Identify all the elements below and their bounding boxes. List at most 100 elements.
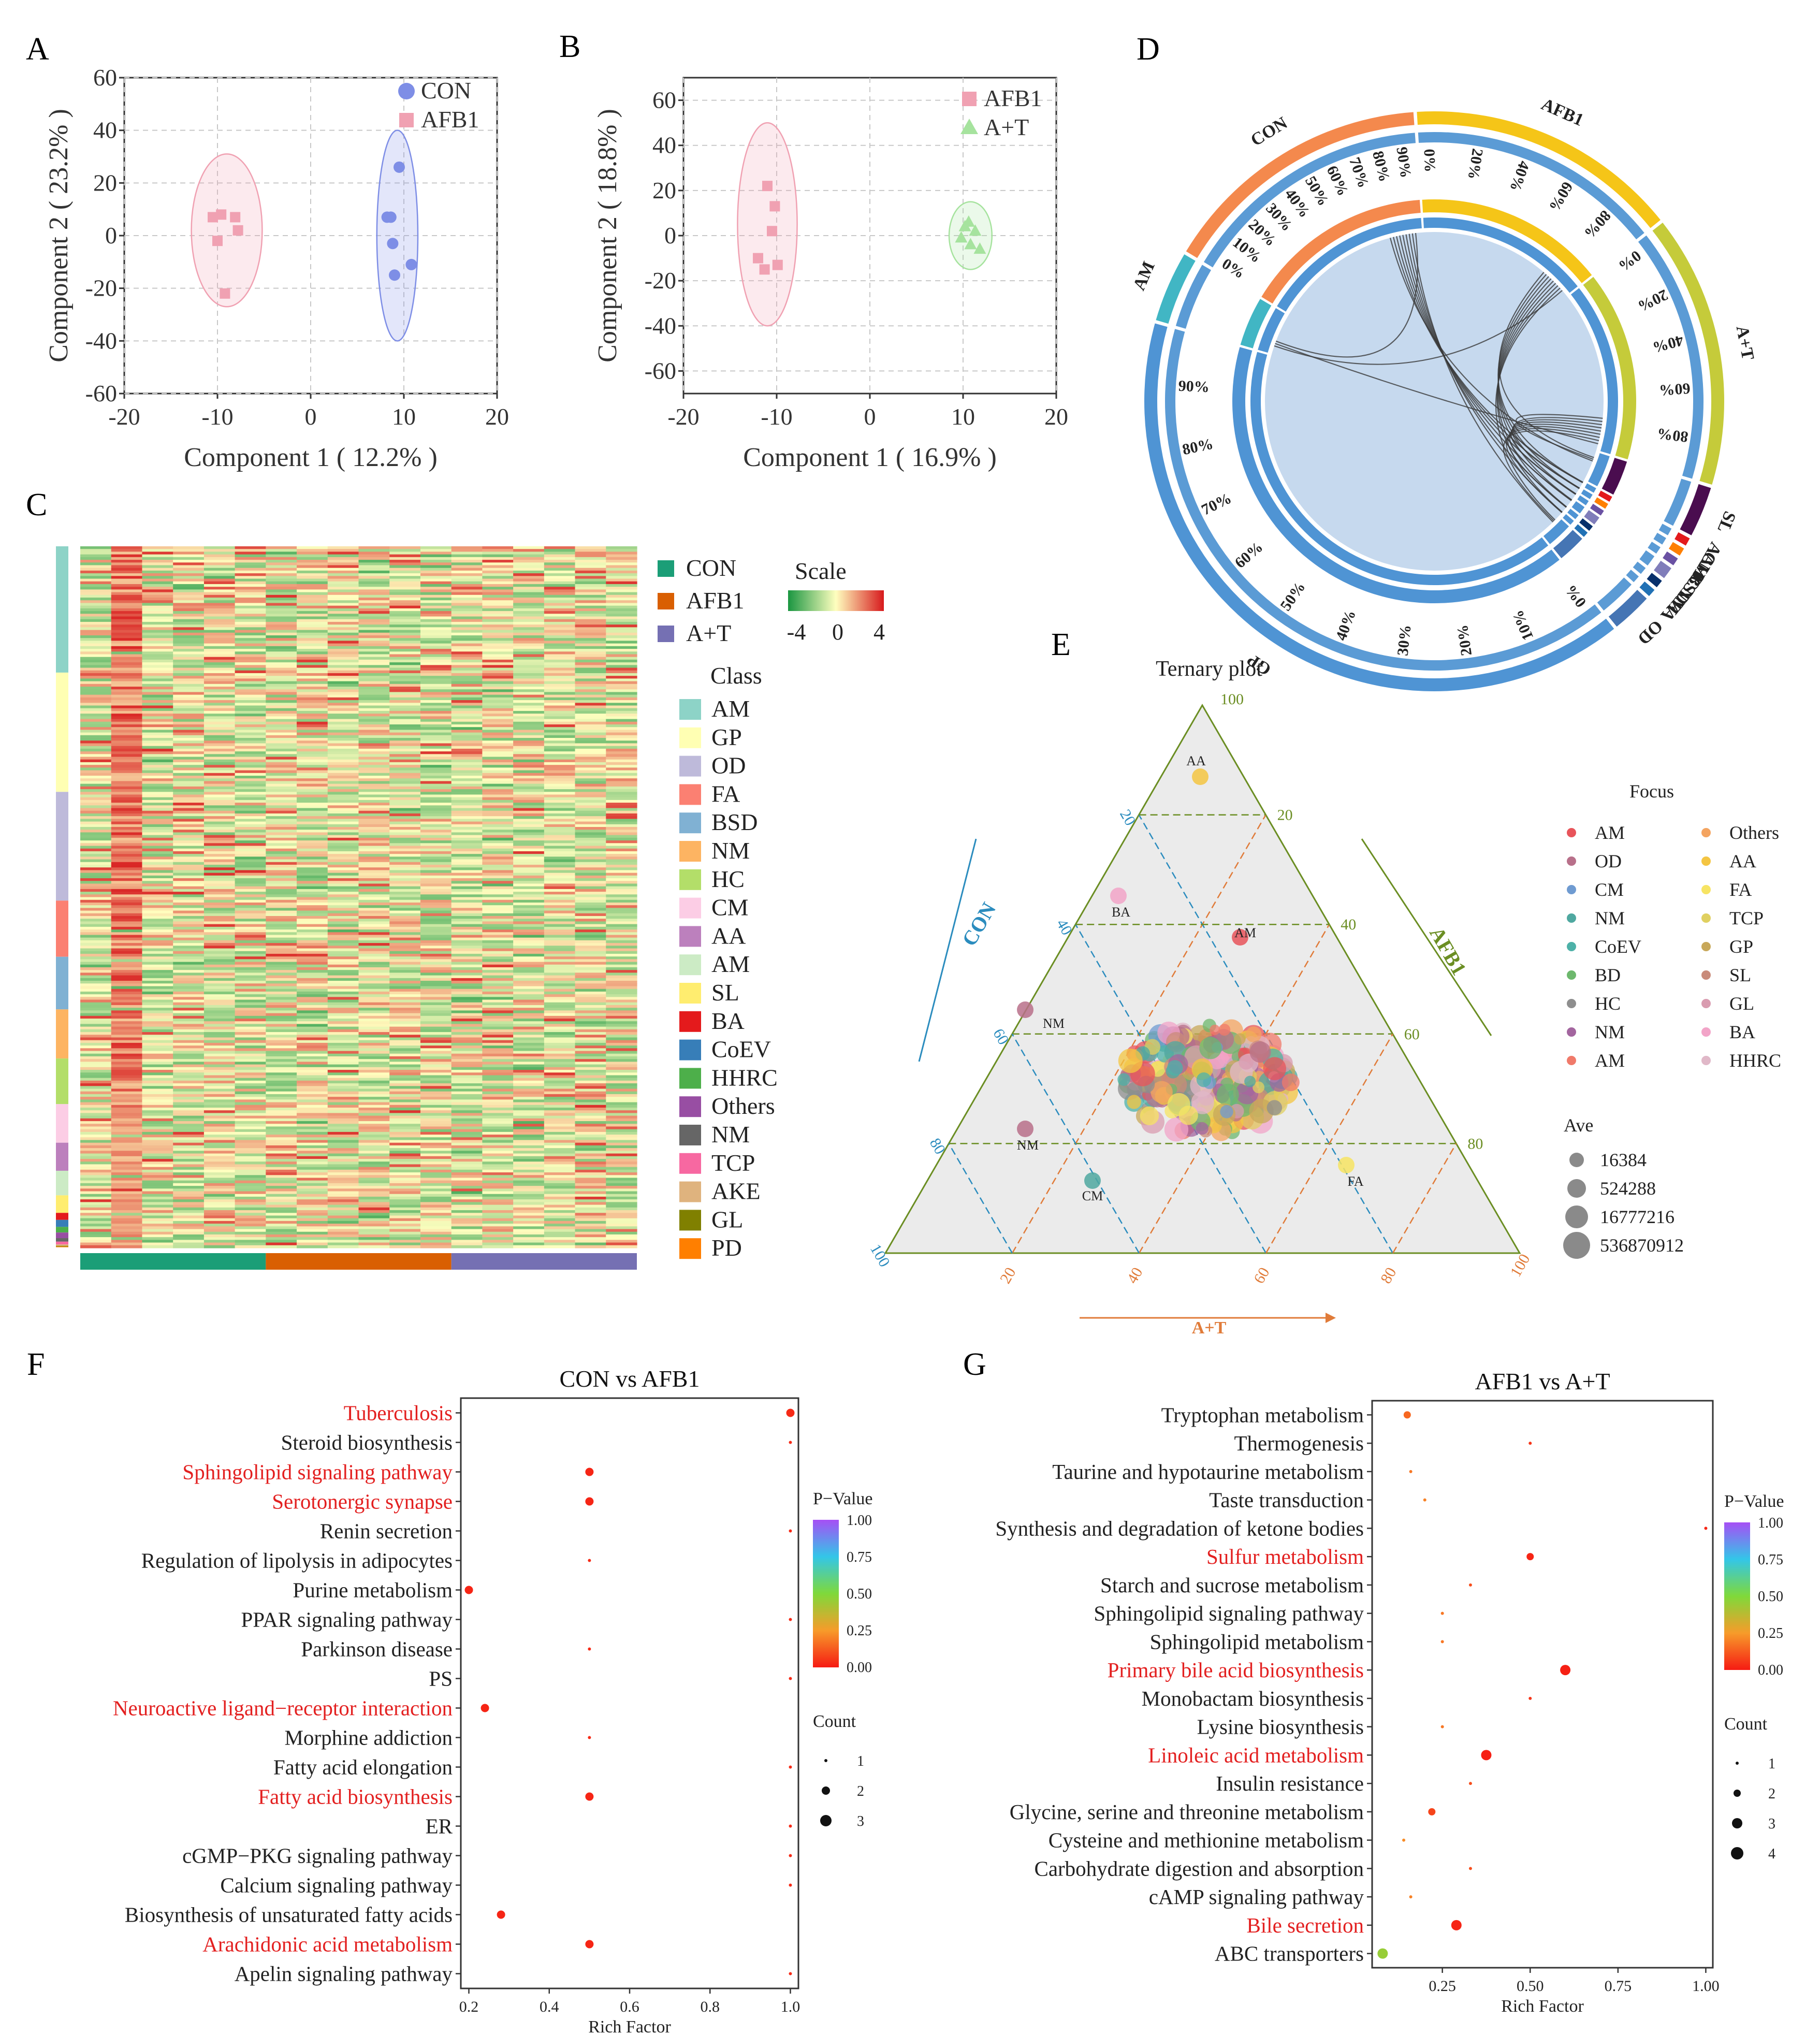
heatmap-cell bbox=[606, 1234, 637, 1238]
heatmap-cell bbox=[482, 721, 514, 725]
heatmap-cell bbox=[111, 921, 143, 925]
heatmap-cell bbox=[203, 568, 236, 571]
heatmap-cell bbox=[203, 708, 236, 711]
heatmap-cell bbox=[389, 1137, 421, 1141]
heatmap-cell bbox=[513, 873, 545, 876]
heatmap-cell bbox=[544, 1094, 576, 1097]
heatmap-cell bbox=[389, 598, 421, 601]
data-point bbox=[387, 238, 399, 250]
heatmap-cell bbox=[80, 649, 112, 652]
heatmap-cell bbox=[235, 1151, 266, 1154]
heatmap-cell bbox=[266, 994, 297, 997]
heatmap-cell bbox=[327, 703, 359, 706]
heatmap-cell bbox=[203, 700, 236, 703]
heatmap-cell bbox=[544, 673, 576, 676]
heatmap-cell bbox=[235, 1135, 266, 1138]
heatmap-cell bbox=[544, 665, 576, 669]
heatmap-cell bbox=[235, 611, 266, 614]
heatmap-cell bbox=[389, 1194, 421, 1197]
heatmap-cell bbox=[173, 767, 205, 771]
heatmap-cell bbox=[80, 638, 112, 642]
heatmap-cell bbox=[142, 1091, 173, 1095]
heatmap-cell bbox=[544, 972, 576, 976]
heatmap-cell bbox=[513, 797, 545, 801]
heatmap-cell bbox=[389, 1013, 421, 1016]
heatmap-cell bbox=[420, 1105, 452, 1108]
heatmap-cell bbox=[173, 940, 205, 943]
heatmap-cell bbox=[266, 1056, 297, 1059]
heatmap-cell bbox=[482, 748, 514, 752]
heatmap-cell bbox=[297, 1183, 328, 1186]
heatmap-cell bbox=[420, 875, 452, 879]
heatmap-cell bbox=[513, 1115, 545, 1119]
heatmap-cell bbox=[482, 946, 514, 949]
heatmap-row bbox=[80, 732, 637, 736]
heatmap-cell bbox=[297, 1231, 328, 1235]
heatmap-cell bbox=[327, 824, 359, 827]
heatmap-cell bbox=[420, 1005, 452, 1008]
heatmap-cell bbox=[482, 792, 514, 795]
heatmap-cell bbox=[420, 759, 452, 763]
heatmap-cell bbox=[482, 1045, 514, 1049]
heatmap-cell bbox=[80, 848, 112, 852]
data-point bbox=[394, 161, 405, 173]
heatmap-cell bbox=[142, 1078, 173, 1081]
heatmap-cell bbox=[297, 1026, 328, 1030]
heatmap-cell bbox=[389, 894, 421, 898]
heatmap-cell bbox=[451, 1164, 483, 1168]
heatmap-cell bbox=[111, 864, 143, 868]
heatmap-cell bbox=[420, 948, 452, 952]
heatmap-cell bbox=[327, 562, 359, 566]
heatmap-cell bbox=[420, 1215, 452, 1219]
heatmap-cell bbox=[142, 689, 173, 693]
heatmap-cell bbox=[142, 1229, 173, 1232]
heatmap-cell bbox=[142, 778, 173, 782]
heatmap-cell bbox=[111, 581, 143, 585]
heatmap-cell bbox=[111, 1140, 143, 1143]
heatmap-cell bbox=[358, 705, 390, 709]
heatmap-cell bbox=[80, 724, 112, 728]
heatmap-cell bbox=[513, 1224, 545, 1227]
heatmap-cell bbox=[358, 856, 390, 860]
heatmap-cell bbox=[266, 848, 297, 852]
heatmap-cell bbox=[266, 643, 297, 647]
data-point bbox=[208, 212, 218, 223]
heatmap-cell bbox=[297, 659, 328, 663]
heatmap-cell bbox=[266, 843, 297, 847]
heatmap-cell bbox=[482, 975, 514, 979]
heatmap-cell bbox=[297, 905, 328, 908]
heatmap-cell bbox=[266, 638, 297, 642]
heatmap-cell bbox=[358, 708, 390, 711]
heatmap-cell bbox=[203, 1056, 236, 1059]
heatmap-cell bbox=[544, 598, 576, 601]
heatmap-cell bbox=[420, 568, 452, 571]
heatmap-cell bbox=[203, 1029, 236, 1033]
heatmap-cell bbox=[203, 1194, 236, 1197]
heatmap-cell bbox=[80, 694, 112, 698]
heatmap-row bbox=[80, 873, 637, 876]
heatmap-cell bbox=[606, 735, 637, 738]
x-tick-label: -10 bbox=[761, 403, 792, 430]
heatmap-cell bbox=[606, 616, 637, 620]
heatmap-cell bbox=[389, 557, 421, 560]
heatmap-cell bbox=[513, 913, 545, 917]
heatmap-cell bbox=[389, 1129, 421, 1132]
heatmap-cell bbox=[111, 1237, 143, 1240]
heatmap-cell bbox=[266, 889, 297, 892]
heatmap-row bbox=[80, 754, 637, 758]
heatmap-row bbox=[80, 681, 637, 685]
heatmap-cell bbox=[606, 1080, 637, 1084]
heatmap-cell bbox=[358, 953, 390, 957]
heatmap-cell bbox=[297, 797, 328, 801]
heatmap-cell bbox=[266, 714, 297, 717]
heatmap-cell bbox=[544, 643, 576, 647]
heatmap-cell bbox=[327, 681, 359, 685]
heatmap-cell bbox=[203, 754, 236, 758]
heatmap-cell bbox=[297, 1059, 328, 1063]
heatmap-cell bbox=[142, 859, 173, 863]
heatmap-row bbox=[80, 1097, 637, 1100]
heatmap-cell bbox=[482, 803, 514, 806]
heatmap-cell bbox=[297, 962, 328, 965]
heatmap-cell bbox=[327, 1188, 359, 1192]
heatmap-row bbox=[80, 792, 637, 795]
